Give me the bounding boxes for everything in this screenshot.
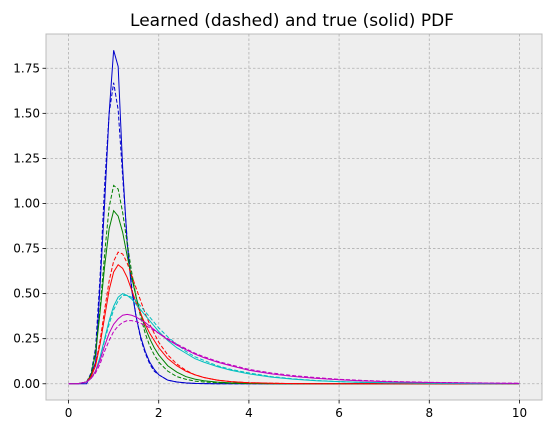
learned-pdf-line-7 (68, 294, 520, 385)
learned-pdf-line-9 (68, 320, 520, 385)
x-tick-label: 4 (245, 406, 253, 420)
x-tick-label: 0 (65, 406, 73, 420)
x-tick-label: 8 (425, 406, 433, 420)
chart-title: Learned (dashed) and true (solid) PDF (130, 11, 454, 31)
x-tick-label: 10 (512, 406, 527, 420)
y-tick-label: 0.00 (13, 377, 40, 391)
learned-pdf-line-5 (68, 251, 520, 385)
y-tick-label: 1.75 (13, 61, 40, 75)
y-tick-label: 0.25 (13, 332, 40, 346)
axis-layer: 0 2 4 6 8 10 0.00 0.25 0.50 0.75 1.00 1.25 1.50 1.75 (13, 61, 527, 420)
curve-layer (68, 50, 520, 385)
x-tick-label: 2 (155, 406, 163, 420)
y-tick-label: 0.50 (13, 287, 40, 301)
x-tick-label: 6 (335, 406, 343, 420)
plot-area (45, 33, 543, 401)
y-tick-label: 1.00 (13, 196, 40, 210)
grid-layer (46, 34, 542, 400)
y-tick-label: 1.25 (13, 151, 40, 165)
y-tick-label: 1.50 (13, 106, 40, 120)
y-tick-label: 0.75 (13, 242, 40, 256)
